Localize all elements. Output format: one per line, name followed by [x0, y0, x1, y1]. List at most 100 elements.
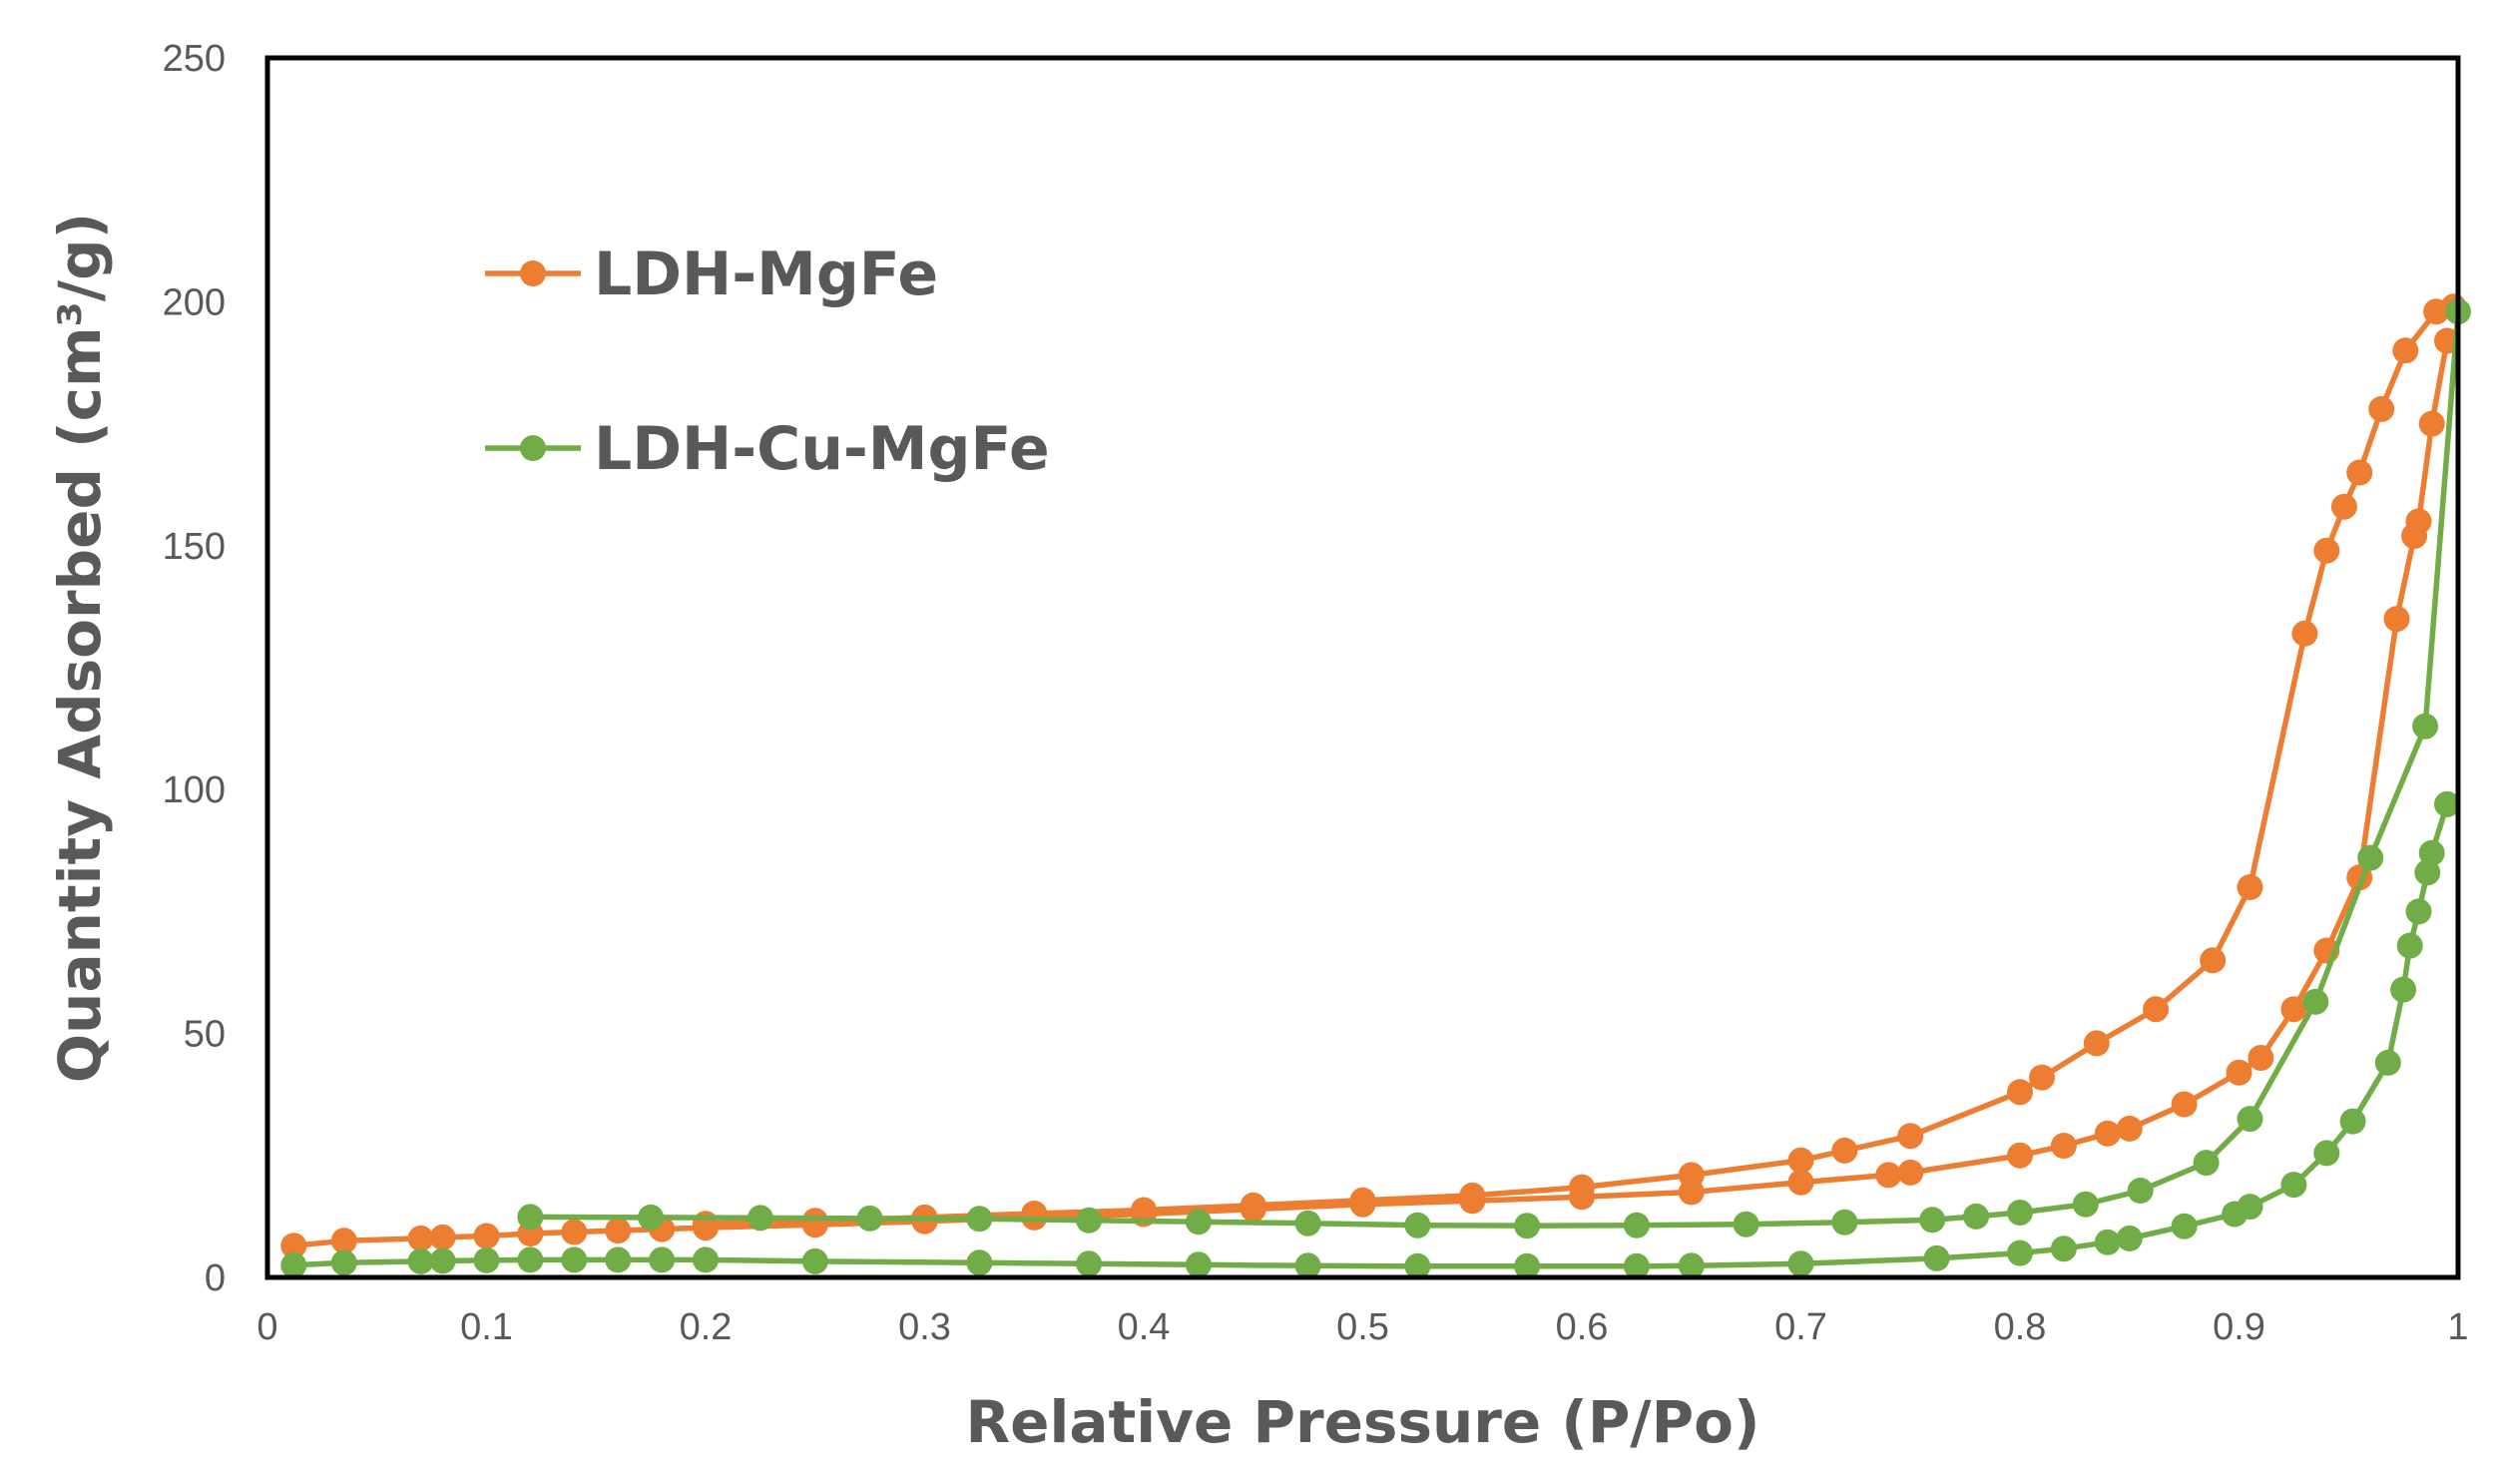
data-point [1787, 1250, 1814, 1277]
data-point [2280, 996, 2307, 1023]
series-layer [280, 293, 2471, 1279]
data-point [2007, 1079, 2033, 1106]
data-point [2374, 1049, 2401, 1076]
data-point [1963, 1203, 1990, 1230]
x-axis-ticks: 0 0.1 0.2 0.3 0.4 0.5 0.6 0.7 0.8 0.9 1 [256, 1306, 2468, 1348]
legend-marker [520, 260, 546, 286]
data-point [1185, 1209, 1212, 1236]
data-point [330, 1249, 357, 1276]
data-point [2237, 1194, 2263, 1221]
data-point [561, 1219, 588, 1245]
data-point [429, 1247, 456, 1274]
data-point [2200, 947, 2227, 974]
data-point [1349, 1187, 1376, 1214]
y-tick-label: 150 [163, 526, 226, 568]
data-point [966, 1206, 993, 1233]
data-point [693, 1246, 719, 1273]
data-point [2280, 1172, 2307, 1199]
y-tick-label: 50 [184, 1014, 226, 1056]
data-point [605, 1218, 632, 1244]
data-point [1897, 1123, 1924, 1150]
data-point [2007, 1200, 2033, 1226]
data-point [517, 1204, 544, 1231]
legend-entry: LDH-MgFe [485, 240, 938, 309]
data-point [407, 1247, 434, 1274]
data-point [2383, 606, 2410, 633]
data-point [280, 1233, 307, 1259]
data-point [2392, 337, 2419, 364]
data-point [2346, 459, 2373, 486]
data-point [2418, 839, 2445, 866]
data-point [2029, 1064, 2055, 1091]
x-tick-label: 0.3 [898, 1306, 951, 1348]
data-point [1294, 1252, 1321, 1279]
data-point [1875, 1162, 1902, 1189]
data-point [1404, 1252, 1431, 1279]
legend-marker [520, 435, 546, 461]
data-point [2193, 1150, 2220, 1177]
x-tick-label: 1 [2447, 1306, 2468, 1348]
data-point [473, 1223, 500, 1249]
y-tick-label: 0 [205, 1257, 226, 1299]
data-point [2330, 493, 2357, 520]
data-point [1459, 1182, 1486, 1209]
legend-entry: LDH-Cu-MgFe [485, 414, 1050, 484]
data-point [1131, 1197, 1157, 1224]
legend-label: LDH-MgFe [594, 240, 938, 309]
x-tick-label: 0.2 [680, 1306, 733, 1348]
data-point [1240, 1192, 1266, 1219]
data-point [2357, 844, 2384, 871]
x-tick-label: 0.9 [2213, 1306, 2265, 1348]
data-point [2072, 1191, 2099, 1218]
data-point [2237, 874, 2263, 900]
data-point [2414, 859, 2441, 886]
y-tick-label: 250 [163, 38, 226, 80]
data-point [693, 1211, 719, 1237]
y-tick-label: 100 [163, 769, 226, 811]
data-point [747, 1205, 773, 1232]
data-point [473, 1246, 500, 1273]
data-point [2116, 1225, 2143, 1251]
data-point [2127, 1178, 2154, 1204]
data-point [2143, 996, 2170, 1023]
data-point [1514, 1213, 1541, 1239]
data-point [2339, 1108, 2366, 1135]
data-point [2302, 988, 2329, 1015]
data-point [1787, 1147, 1814, 1174]
data-point [2412, 713, 2439, 740]
x-tick-label: 0.1 [460, 1306, 513, 1348]
data-point [1733, 1211, 1759, 1237]
x-tick-label: 0.8 [1994, 1306, 2047, 1348]
data-point [2083, 1030, 2110, 1057]
data-point [1678, 1162, 1705, 1189]
data-point [2313, 1140, 2340, 1167]
legend: LDH-MgFe LDH-Cu-MgFe [485, 240, 1050, 484]
data-point [1623, 1252, 1650, 1279]
series-ldh-cu-mgfe [280, 298, 2471, 1279]
data-point [2434, 790, 2460, 817]
data-point [1404, 1212, 1431, 1238]
data-point [801, 1247, 828, 1274]
data-point [2237, 1106, 2263, 1133]
data-point [2313, 537, 2340, 564]
data-point [2423, 298, 2450, 325]
data-point [1294, 1210, 1321, 1237]
data-point [1831, 1209, 1858, 1236]
x-tick-label: 0.6 [1556, 1306, 1609, 1348]
data-point [2050, 1133, 2077, 1159]
data-point [2116, 1115, 2143, 1142]
data-point [638, 1204, 665, 1231]
data-point [2226, 1059, 2252, 1086]
data-point [2396, 932, 2423, 959]
data-point [2007, 1142, 2033, 1169]
data-point [2405, 508, 2432, 535]
data-point [649, 1246, 676, 1273]
x-tick-label: 0.4 [1118, 1306, 1171, 1348]
plot-area-frame [264, 55, 2461, 1280]
data-point [1076, 1207, 1103, 1234]
data-point [1923, 1244, 1950, 1271]
data-point [856, 1205, 883, 1232]
data-point [2094, 1120, 2121, 1147]
data-point [1569, 1174, 1595, 1201]
